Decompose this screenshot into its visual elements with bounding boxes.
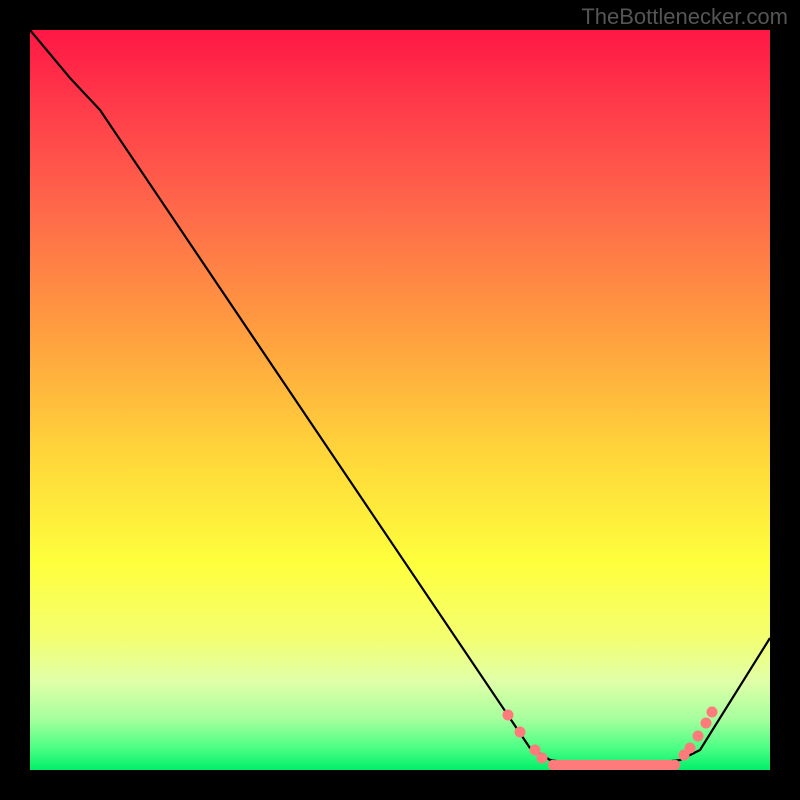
- data-marker: [701, 718, 712, 729]
- curve-line: [30, 30, 770, 765]
- plot-area: [30, 30, 770, 770]
- data-marker: [503, 710, 514, 721]
- data-marker: [515, 727, 526, 738]
- data-marker: [707, 707, 718, 718]
- data-marker: [693, 731, 704, 742]
- markers-group: [503, 707, 718, 771]
- watermark-text: TheBottlenecker.com: [581, 4, 788, 30]
- data-marker: [685, 743, 696, 754]
- data-marker: [537, 753, 548, 764]
- data-marker: [670, 760, 680, 770]
- chart-svg: [30, 30, 770, 770]
